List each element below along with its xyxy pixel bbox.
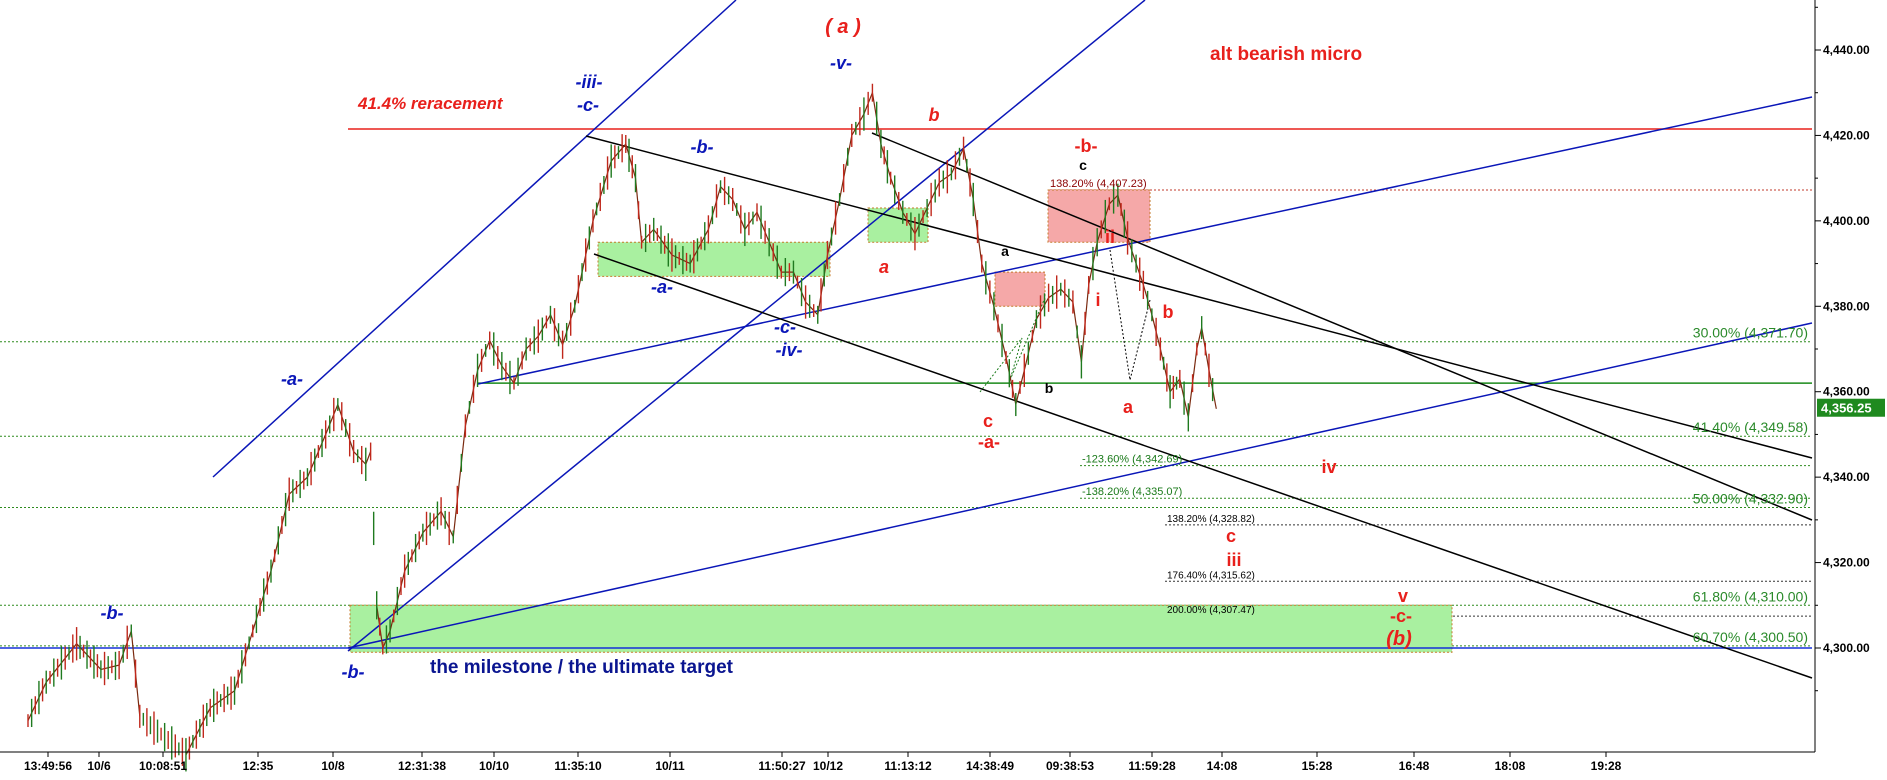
annotation-labels: 30.00% (4,371.70) 41.40% (4,349.58) 50.00%… [101,16,1808,682]
x-tick-label: 11:13:12 [884,759,932,773]
annotation-title: alt bearish micro [1210,44,1362,65]
wave-label-red: b [929,105,940,125]
wave-label-blue: -b- [691,137,714,157]
fib-level-label: 41.40% (4,349.58) [1693,419,1808,435]
wave-label-blue: -b- [342,662,365,682]
projection-label: 176.40% (4,315.62) [1167,570,1255,581]
wave-label-red: -b- [1075,136,1098,156]
y-tick-label: 4,300.00 [1823,641,1870,655]
y-tick-label: 4,400.00 [1823,214,1870,228]
top-level-label: 138.20% (4,407.23) [1050,178,1147,190]
wave-label-blue: -c- [774,317,796,337]
x-tick-label: 10/10 [479,759,509,773]
x-tick-label: 14:08 [1207,759,1238,773]
zone-red [994,271,1046,307]
zone-green [597,241,831,277]
wave-label-blue: -v- [830,53,852,73]
projection-label: 138.20% (4,328.82) [1167,514,1255,525]
target-zone-green [349,604,1453,653]
x-tick-label: 14:38:49 [966,759,1014,773]
x-tick-label: 10/12 [813,759,843,773]
x-tick-label: 10:08:51 [139,759,187,773]
retracement-label: 41.4% reracement [357,94,504,113]
projection-label: 200.00% (4,307.47) [1167,605,1255,616]
wave-label-red: i [1095,290,1100,310]
wave-label-red: (b) [1386,628,1412,650]
wave-label-blue: -b- [101,603,124,623]
x-tick-label: 11:50:27 [758,759,806,773]
x-tick-label: 10/11 [655,759,685,773]
channel-line-black [593,253,1813,679]
price-series [27,83,1217,772]
x-tick-label: 16:48 [1399,759,1430,773]
wave-label-blue: -a- [651,277,673,297]
channel-line-black [871,132,1813,521]
x-tick-label: 10/6 [87,759,111,773]
x-tick-label: 12:35 [243,759,274,773]
wave-label-black: b [1045,380,1054,396]
fib-level-label: 61.80% (4,310.00) [1693,588,1808,604]
wave-label-red: c [983,411,993,431]
y-tick-label: 4,360.00 [1823,385,1870,399]
y-tick-label: 4,440.00 [1823,43,1870,57]
fib-level-label: 60.70% (4,300.50) [1693,629,1808,645]
wave-label-blue: -iv- [776,340,803,360]
wave-label-red: -c- [1390,606,1412,626]
wave-label-red: iv [1321,457,1336,477]
channel-lines [0,0,1813,679]
wave-label-red: ii [1105,227,1115,247]
wave-label-red: c [1226,526,1236,546]
channel-line-black [585,135,1813,459]
wave-label-blue: -a- [281,369,303,389]
y-tick-label: 4,320.00 [1823,556,1870,570]
channel-line-blue [212,0,737,478]
x-tick-label: 11:35:10 [554,759,602,773]
x-tick-label: 10/8 [321,759,345,773]
y-tick-label: 4,420.00 [1823,128,1870,142]
wave-label-red: a [879,257,889,277]
wave-label-black: a [1001,243,1009,259]
wave-label-blue: -c- [577,95,599,115]
projection-label: -123.60% (4,342.69) [1082,454,1182,466]
target-zones [349,189,1453,653]
channel-line-blue [347,322,1813,649]
y-tick-label: 4,380.00 [1823,299,1870,313]
y-tick-label: 4,340.00 [1823,470,1870,484]
x-tick-label: 13:49:56 [24,759,72,773]
wave-label-red: a [1123,397,1134,417]
x-tick-label: 09:38:53 [1046,759,1094,773]
wave-label-red: v [1398,586,1408,606]
x-tick-label: 15:28 [1302,759,1333,773]
x-tick-label: 11:59:28 [1128,759,1176,773]
last-price-label: 4,356.25 [1821,401,1872,416]
fib-level-label: 50.00% (4,332.90) [1693,490,1808,506]
wave-label-black: c [1079,157,1087,173]
last-price-badge [1817,398,1885,417]
wave-label-blue: -iii- [576,72,603,92]
x-tick-label: 18:08 [1495,759,1526,773]
channel-line-blue [477,96,1813,385]
wave-label-red: -a- [978,432,1000,452]
x-tick-label: 19:28 [1591,759,1622,773]
zone-red [1047,189,1151,243]
projection-label: -138.20% (4,335.07) [1082,486,1182,498]
milestone-label: the milestone / the ultimate target [430,657,734,678]
wave-label-red: b [1163,302,1174,322]
x-tick-label: 12:31:38 [398,759,446,773]
wave-label-red: iii [1226,550,1241,570]
fib-level-label: 30.00% (4,371.70) [1693,325,1808,341]
wave-label-red: ( a ) [825,16,861,38]
